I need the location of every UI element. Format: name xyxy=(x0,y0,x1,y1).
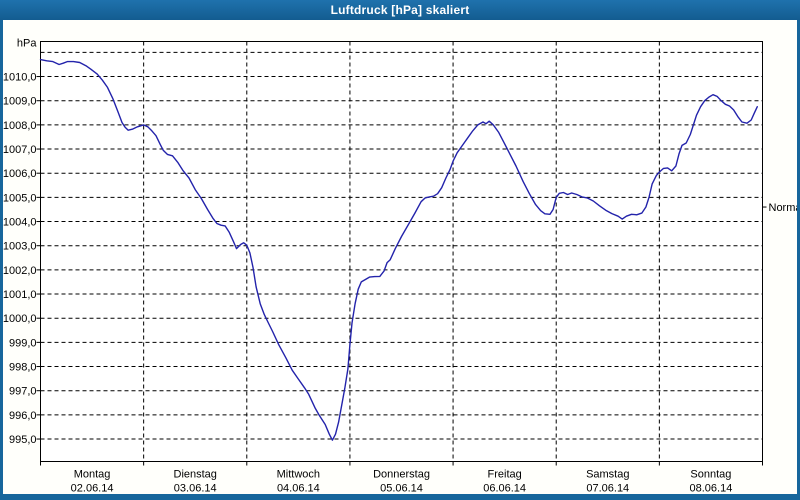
chart-panel: 995,0 996,0 997,0 998,0 999,0 1000,0 1001,0 100… xyxy=(3,20,797,494)
y-tick-label: 1000,0 xyxy=(3,313,37,325)
day-date-label: 08.06.14 xyxy=(690,483,733,495)
day-date-label: 02.06.14 xyxy=(71,483,114,495)
y-tick-label: 996,0 xyxy=(9,410,37,422)
window-title: Luftdruck [hPa] skaliert xyxy=(330,3,470,17)
y-tick-label: 1004,0 xyxy=(3,217,37,229)
y-axis-unit-label: hPa xyxy=(17,38,37,50)
y-tick-label: 998,0 xyxy=(9,362,37,374)
day-name-label: Sonntag xyxy=(690,469,731,481)
y-tick-label: 1006,0 xyxy=(3,168,37,180)
y-tick-label: 1005,0 xyxy=(3,192,37,204)
plot-area[interactable] xyxy=(40,41,763,462)
day-date-label: 07.06.14 xyxy=(586,483,629,495)
normal-marker-label: Normal xyxy=(769,202,798,214)
day-name-label: Montag xyxy=(74,469,111,481)
day-name-label: Donnerstag xyxy=(373,469,430,481)
y-tick-label: 1009,0 xyxy=(3,96,37,108)
y-tick-label: 999,0 xyxy=(9,337,37,349)
day-name-label: Mittwoch xyxy=(277,469,320,481)
day-date-label: 05.06.14 xyxy=(380,483,423,495)
y-tick-label: 997,0 xyxy=(9,386,37,398)
y-tick-label: 1001,0 xyxy=(3,289,37,301)
day-name-label: Freitag xyxy=(488,469,522,481)
day-date-label: 03.06.14 xyxy=(174,483,217,495)
day-name-label: Samstag xyxy=(586,469,629,481)
day-name-label: Dienstag xyxy=(174,469,217,481)
y-tick-label: 995,0 xyxy=(9,434,37,446)
day-date-label: 06.06.14 xyxy=(483,483,526,495)
y-tick-label: 1002,0 xyxy=(3,265,37,277)
window-titlebar[interactable]: Luftdruck [hPa] skaliert xyxy=(0,0,800,20)
pressure-chart: 995,0 996,0 997,0 998,0 999,0 1000,0 1001,0 100… xyxy=(3,38,798,495)
y-tick-label: 1008,0 xyxy=(3,120,37,132)
pressure-curve xyxy=(39,58,758,441)
y-tick-label: 1003,0 xyxy=(3,241,37,253)
y-tick-label: 1007,0 xyxy=(3,144,37,156)
day-date-label: 04.06.14 xyxy=(277,483,320,495)
y-tick-label: 1010,0 xyxy=(3,72,37,84)
